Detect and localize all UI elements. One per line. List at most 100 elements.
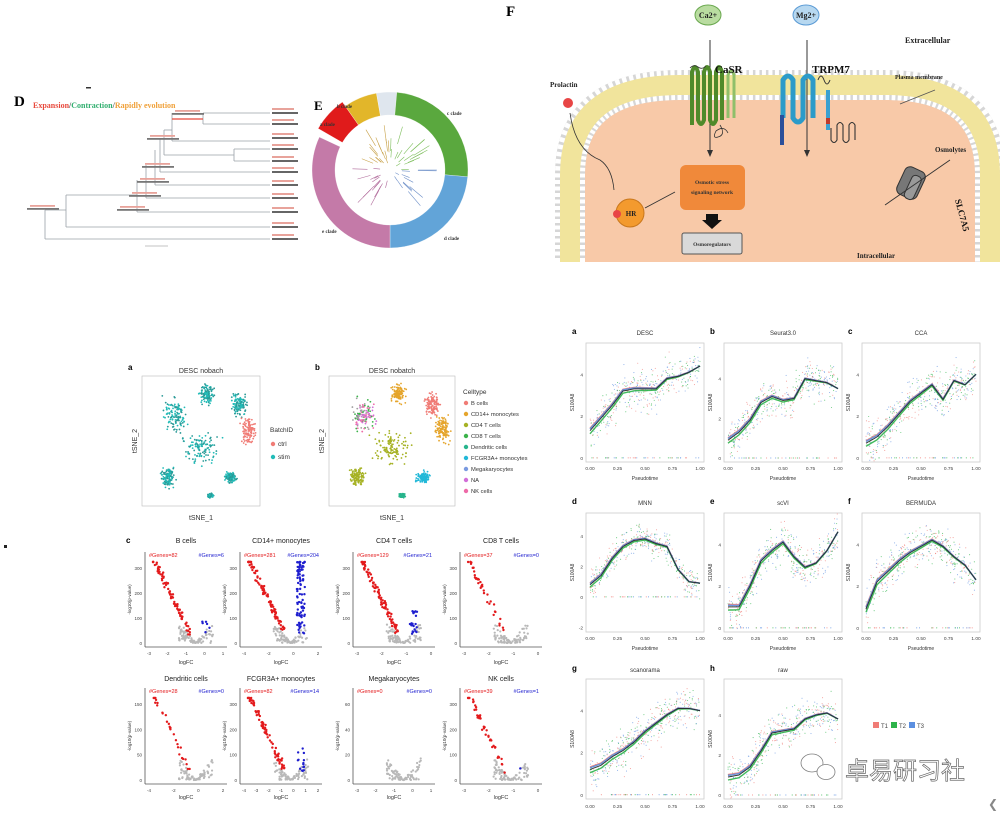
cell-point bbox=[173, 403, 176, 406]
cell-point bbox=[181, 437, 184, 439]
cell-point bbox=[213, 444, 216, 447]
cell-point bbox=[960, 380, 962, 382]
cell-point bbox=[825, 376, 828, 378]
cell-point bbox=[200, 443, 203, 445]
up-gene-point bbox=[171, 593, 175, 596]
cell-point bbox=[736, 450, 738, 452]
zero-point bbox=[652, 457, 654, 459]
cell-point bbox=[778, 403, 780, 405]
ns-gene-point bbox=[276, 769, 279, 772]
up-gene-point bbox=[260, 724, 263, 727]
cell-point bbox=[162, 482, 165, 484]
cell-point bbox=[929, 398, 931, 400]
cell-bottom bbox=[560, 262, 1000, 264]
cell-point bbox=[749, 432, 751, 434]
y-tick-label: 300 bbox=[134, 566, 142, 571]
cell-point bbox=[207, 432, 210, 434]
legend-label: CD8 T cells bbox=[471, 434, 501, 440]
cell-point bbox=[900, 417, 902, 419]
cell-point bbox=[169, 418, 172, 421]
cell-point bbox=[872, 450, 874, 452]
cell-point bbox=[873, 448, 875, 451]
ns-gene-point bbox=[182, 634, 185, 637]
up-gene-point bbox=[179, 613, 182, 616]
cell-point bbox=[645, 378, 647, 380]
cell-point bbox=[398, 444, 400, 447]
cell-point bbox=[637, 380, 639, 382]
cell-point bbox=[630, 395, 632, 397]
ns-gene-point bbox=[304, 763, 307, 767]
cell-point bbox=[356, 471, 358, 474]
cell-point bbox=[401, 389, 404, 392]
zero-point bbox=[749, 457, 751, 459]
cell-point bbox=[357, 417, 360, 420]
cell-point bbox=[771, 406, 773, 408]
zero-point bbox=[898, 457, 900, 459]
cell-point bbox=[671, 373, 673, 375]
cell-point bbox=[785, 380, 788, 382]
cell-point bbox=[833, 398, 835, 400]
up-gene-point bbox=[472, 570, 476, 573]
cell-point bbox=[643, 394, 645, 397]
ns-gene-point bbox=[493, 766, 496, 769]
up-gene-point bbox=[492, 613, 495, 617]
cell-point bbox=[395, 386, 398, 389]
cell-point bbox=[162, 409, 165, 412]
cell-point bbox=[164, 477, 166, 480]
inner-tree-branch bbox=[401, 170, 410, 172]
node-annotation bbox=[175, 110, 200, 112]
ns-gene-point bbox=[518, 771, 521, 774]
cell-point bbox=[766, 409, 768, 411]
cell-point bbox=[439, 436, 442, 438]
y-tick-label: 40 bbox=[345, 727, 351, 732]
up-gene-point bbox=[473, 574, 477, 577]
cell-point bbox=[831, 376, 834, 378]
x-tick-label: 0 bbox=[537, 651, 540, 656]
cell-point bbox=[164, 486, 167, 489]
cell-point bbox=[729, 456, 732, 458]
cell-point bbox=[349, 478, 352, 481]
plot-frame bbox=[585, 342, 705, 463]
cell-point bbox=[243, 440, 246, 442]
cell-point bbox=[657, 399, 659, 401]
cell-point bbox=[902, 419, 905, 421]
cell-point bbox=[944, 390, 946, 392]
cell-point bbox=[386, 451, 388, 454]
zero-point bbox=[878, 457, 880, 459]
up-gene-point bbox=[274, 753, 277, 756]
cell-point bbox=[911, 383, 913, 385]
cell-point bbox=[730, 429, 732, 431]
cell-point bbox=[244, 393, 247, 396]
cell-point bbox=[964, 381, 966, 383]
cell-point bbox=[608, 399, 610, 401]
cell-point bbox=[618, 390, 621, 392]
cell-point bbox=[893, 410, 895, 412]
cell-point bbox=[927, 400, 929, 402]
ns-gene-point bbox=[396, 770, 399, 773]
inner-tree-branch bbox=[378, 143, 384, 155]
cell-point bbox=[210, 439, 213, 442]
cell-point bbox=[442, 421, 445, 424]
ns-gene-point bbox=[525, 769, 529, 772]
cell-point bbox=[240, 400, 243, 403]
cell-point bbox=[168, 472, 171, 474]
cell-point bbox=[808, 390, 810, 392]
cell-point bbox=[435, 416, 438, 418]
cell-point bbox=[836, 380, 838, 382]
network-label-line2: signaling network bbox=[691, 190, 734, 196]
ns-gene-point bbox=[394, 634, 397, 637]
cell-point bbox=[441, 428, 444, 431]
cell-point bbox=[398, 390, 400, 393]
ns-gene-point bbox=[415, 777, 418, 780]
down-gene-point bbox=[302, 632, 306, 635]
cell-point bbox=[826, 384, 828, 386]
cell-point bbox=[831, 367, 833, 369]
cell-point bbox=[425, 478, 428, 481]
cell-point bbox=[356, 427, 359, 430]
legend-label: CD4 T cells bbox=[471, 423, 501, 429]
cell-point bbox=[637, 399, 640, 401]
up-gene-point bbox=[502, 628, 505, 632]
legend-rapid-evolution: Rapidly evolution bbox=[115, 101, 176, 110]
cell-point bbox=[673, 374, 675, 376]
cell-point bbox=[802, 371, 804, 373]
